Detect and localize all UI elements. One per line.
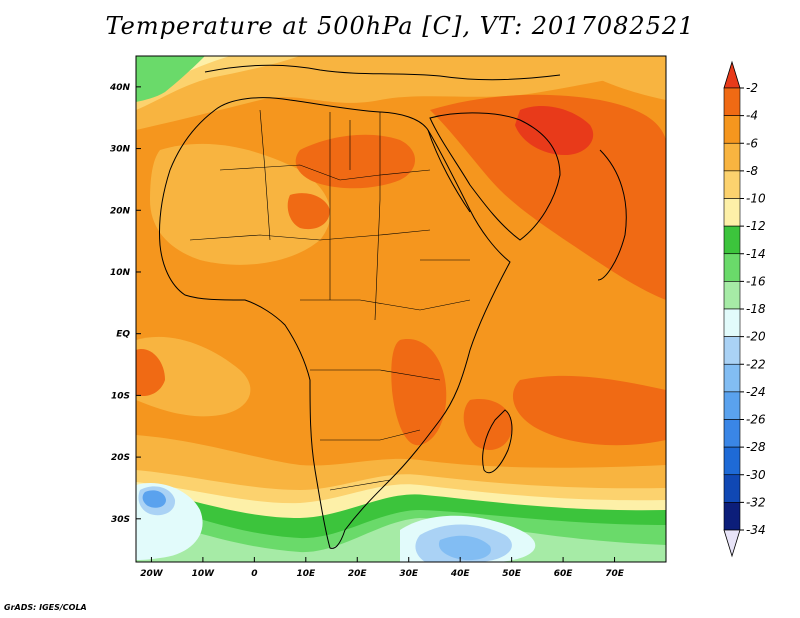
colorbar-label: -26 (746, 413, 766, 427)
colorbar-top-arrow (723, 60, 741, 89)
lat-tick-label: 40N (109, 83, 131, 93)
colorbar-segment (723, 253, 741, 282)
colorbar-segment (723, 419, 741, 448)
colorbar-label: -16 (746, 274, 766, 288)
field-mozambique-warm (463, 399, 513, 450)
colorbar-segment (723, 446, 741, 476)
lat-tick-label: 30N (110, 145, 131, 155)
colorbar-segment (723, 281, 741, 310)
colorbar-segment (723, 142, 741, 172)
field-arabia-hot (430, 94, 666, 300)
field-northeast-mild (560, 56, 666, 100)
colorbar-label: -18 (746, 302, 766, 316)
colorbar-label: -34 (746, 523, 766, 537)
plot-frame (135, 55, 667, 563)
field-east-africa-warm (391, 339, 447, 446)
colorbar-label: -24 (746, 385, 766, 399)
coastlines (159, 64, 627, 549)
field-northern-mild-band (136, 56, 666, 130)
africa-coastline (159, 97, 511, 549)
colorbar-segment (723, 474, 741, 503)
field-indian-ocean-warm (512, 375, 666, 446)
colorbar-label: -30 (746, 468, 766, 482)
lon-tick-label: 0 (251, 569, 257, 579)
field-south-blue-west (142, 490, 166, 508)
field-northwest-green (136, 56, 205, 102)
lon-tick-label: 70E (605, 569, 625, 579)
colorbar-segment (723, 336, 741, 365)
colorbar-segment (723, 308, 741, 337)
colorbar-segment (723, 502, 741, 531)
field-sahara-warm (150, 143, 331, 265)
colorbar-label: -8 (746, 164, 758, 178)
india-coastline (597, 149, 627, 281)
lon-tick-label: 10W (192, 569, 216, 579)
colorbar-bottom-arrow (723, 529, 741, 558)
lat-tick-label: EQ (116, 330, 130, 340)
field-gulf-guinea-warm (136, 349, 165, 397)
europe-coastline (204, 64, 561, 81)
colorbar-label: -12 (746, 219, 766, 233)
field-sahara-hot (287, 193, 330, 230)
field-atlantic-mild (136, 336, 251, 417)
map-axes: 20W 10W 0 10E 20E 30E 40E 50E 60E 70E 40N 30N 20N 10N… (109, 83, 625, 579)
colorbar-segment (723, 391, 741, 420)
lon-tick-label: 40E (450, 569, 471, 579)
map-title: Temperature at 500hPa [C], VT: 201708252… (105, 12, 695, 40)
lon-tick-label: 60E (554, 569, 574, 579)
lat-tick-label: 20S (111, 453, 130, 463)
colorbar-segment (723, 363, 741, 393)
lon-tick-label: 30E (399, 569, 419, 579)
colorbar-label: -4 (746, 109, 758, 123)
lat-tick-label: 10S (111, 391, 130, 401)
colorbar-label: -20 (746, 330, 766, 344)
colorbar: -2 -4 -6 -8 -10 -12 -14 -16 -18 -20 -22 -24 -26 -28 -3… (723, 60, 766, 558)
colorbar-segment (723, 115, 741, 144)
colorbar-label: -32 (746, 495, 766, 509)
colorbar-label: -10 (746, 192, 766, 206)
colorbar-segment (723, 87, 741, 116)
colorbar-label: -28 (746, 440, 766, 454)
lat-tick-label: 20N (110, 206, 131, 216)
field-iran-hotspot (515, 105, 594, 155)
colorbar-segment (723, 170, 741, 199)
red-sea (427, 129, 471, 213)
colorbar-segment (723, 198, 741, 227)
lon-tick-label: 10E (296, 569, 316, 579)
lon-tick-label: 20E (348, 569, 368, 579)
colorbar-segment (723, 225, 741, 255)
field-south-blue-east (438, 535, 491, 561)
colorbar-label: -2 (746, 81, 758, 95)
credit-label: GrADS: IGES/COLA (4, 603, 87, 612)
lat-tick-label: 10N (110, 268, 131, 278)
lon-tick-label: 50E (502, 569, 522, 579)
country-borders (189, 109, 471, 491)
madagascar-coastline (482, 409, 513, 474)
colorbar-label: -6 (746, 136, 758, 150)
lat-tick-label: 30S (111, 515, 130, 525)
lon-tick-label: 20W (140, 569, 164, 579)
colorbar-label: -14 (746, 247, 766, 261)
arabia-coastline (429, 112, 561, 241)
colorbar-label: -22 (746, 357, 766, 371)
field-egypt-warm (295, 134, 415, 189)
temperature-field (136, 56, 666, 562)
